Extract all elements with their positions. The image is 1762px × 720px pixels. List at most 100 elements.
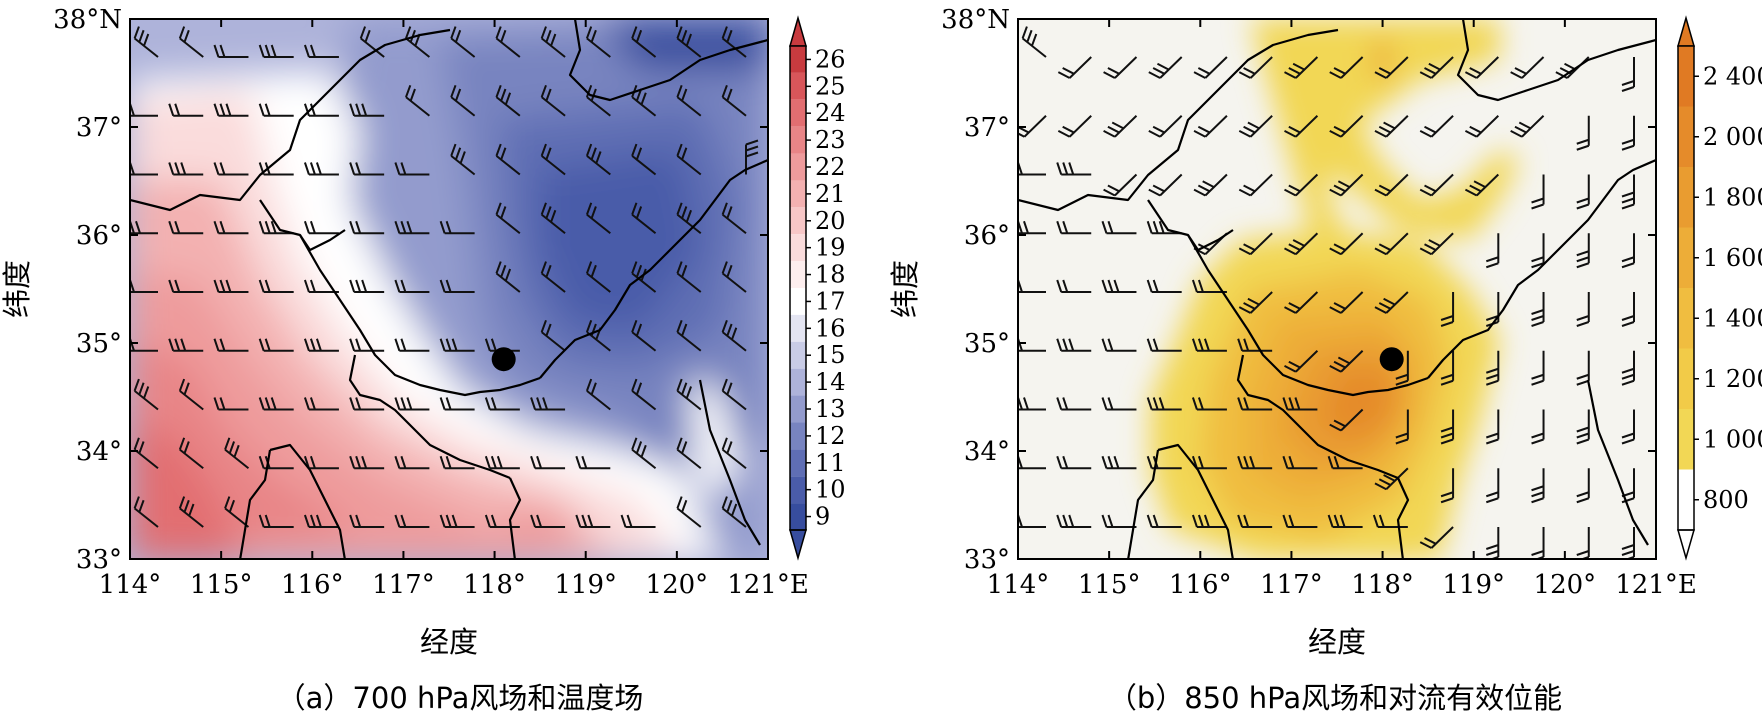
wind-barb	[303, 397, 339, 411]
wind-barb	[1193, 56, 1228, 79]
wind-barbs-700hpa	[130, 26, 759, 528]
wind-barb	[1284, 56, 1319, 79]
wind-barb	[1464, 115, 1500, 138]
wind-barb	[1485, 409, 1500, 445]
colorbar-tick-label: 14	[815, 368, 846, 396]
colorbar-segment	[1678, 409, 1694, 470]
colorbar-tick-label: 18	[815, 261, 846, 289]
map-frame	[129, 18, 769, 560]
wind-barb	[1327, 455, 1363, 470]
wind-barb	[1621, 174, 1635, 210]
wind-barb	[394, 279, 430, 293]
wind-barb	[1018, 397, 1046, 411]
wind-barb	[530, 397, 566, 411]
wind-barb	[178, 26, 204, 58]
colorbar-segment	[790, 234, 806, 262]
wind-barb	[349, 162, 385, 176]
wind-barb	[1146, 338, 1182, 352]
wind-barb	[1284, 350, 1319, 373]
colorbar-segment	[790, 72, 806, 100]
wind-barb	[676, 496, 702, 528]
station-marker	[491, 347, 516, 372]
coastline-borders	[1018, 19, 1656, 559]
wind-barb	[1021, 26, 1047, 58]
wind-barb	[1485, 527, 1500, 559]
wind-barb	[258, 338, 294, 352]
wind-barb	[1621, 292, 1635, 327]
wind-barb	[349, 338, 385, 352]
wind-barb	[394, 338, 430, 352]
wind-barb	[450, 143, 476, 176]
wind-barb	[168, 103, 204, 117]
wind-barb	[1101, 338, 1137, 352]
wind-barb	[1440, 292, 1455, 327]
y-tick-label: 33°	[76, 545, 122, 575]
wind-barb	[213, 162, 249, 176]
wind-barb	[1237, 338, 1273, 352]
wind-barb	[1621, 527, 1635, 559]
colorbar-tick-label: 1 800	[1703, 183, 1762, 211]
wind-barb	[1576, 115, 1590, 151]
wind-barb	[1237, 397, 1273, 411]
wind-barb	[676, 26, 702, 58]
colorbar-tick-label: 19	[815, 234, 846, 262]
wind-barb	[1531, 174, 1545, 210]
wind-barb	[495, 202, 521, 235]
wind-barb	[1146, 279, 1182, 293]
wind-barb	[1146, 220, 1182, 235]
colorbar-tick-label: 1 000	[1703, 425, 1762, 453]
wind-barb	[1464, 173, 1500, 197]
wind-barb	[224, 496, 250, 528]
wind-barb	[1146, 397, 1182, 411]
wind-barb	[1419, 232, 1454, 256]
wind-barb	[1531, 350, 1545, 386]
wind-barb	[394, 220, 430, 235]
wind-barb	[439, 397, 475, 411]
x-tick-label: 120°	[1534, 570, 1597, 600]
colorbar-segment	[1678, 106, 1694, 167]
y-tick-label: 36°	[964, 221, 1010, 251]
y-tick-label: 37°	[76, 113, 122, 143]
wind-barb	[484, 514, 520, 528]
x-axis-label: 经度	[1308, 625, 1366, 659]
wind-barb	[1237, 514, 1273, 528]
cape-field	[1018, 19, 1656, 559]
wind-barb	[1374, 291, 1409, 314]
wind-barb	[439, 220, 475, 235]
wind-barb	[1374, 173, 1409, 197]
wind-barb	[1485, 233, 1500, 269]
wind-barb	[1101, 220, 1137, 235]
wind-barb	[1576, 409, 1590, 445]
wind-barb	[1238, 291, 1273, 314]
wind-barb	[484, 397, 520, 411]
x-tick-label: 119°	[554, 570, 617, 600]
wind-barb	[168, 279, 204, 293]
axis-ticks: 114° 115° 116° 117° 118° 119° 120° 121°E 38°N 37°…	[53, 5, 809, 600]
wind-barb	[1238, 173, 1273, 197]
wind-barb	[439, 338, 475, 352]
x-tick-label: 119°	[1442, 570, 1505, 600]
wind-barb	[1193, 173, 1228, 197]
wind-barb	[676, 84, 702, 117]
wind-barb	[1374, 115, 1409, 138]
wind-barb	[1191, 514, 1227, 528]
wind-barb	[1284, 232, 1319, 256]
wind-barb	[1148, 173, 1183, 197]
wind-barb	[540, 261, 566, 293]
wind-barb	[1531, 527, 1545, 559]
colorbar-segment	[790, 503, 806, 530]
wind-barb	[1440, 409, 1455, 445]
colorbar-tick-label: 22	[815, 153, 846, 181]
wind-barb	[1148, 56, 1183, 79]
wind-barb	[133, 378, 159, 411]
wind-barb	[258, 220, 294, 235]
wind-barb	[303, 103, 339, 117]
wind-barb	[484, 455, 520, 470]
wind-barb	[631, 202, 657, 235]
colorbar-segment	[790, 476, 806, 504]
y-tick-label: 35°	[964, 329, 1010, 359]
wind-barb	[303, 220, 339, 235]
wind-barbs-850hpa	[1018, 26, 1635, 559]
colorbar-tick-label: 800	[1703, 486, 1749, 514]
